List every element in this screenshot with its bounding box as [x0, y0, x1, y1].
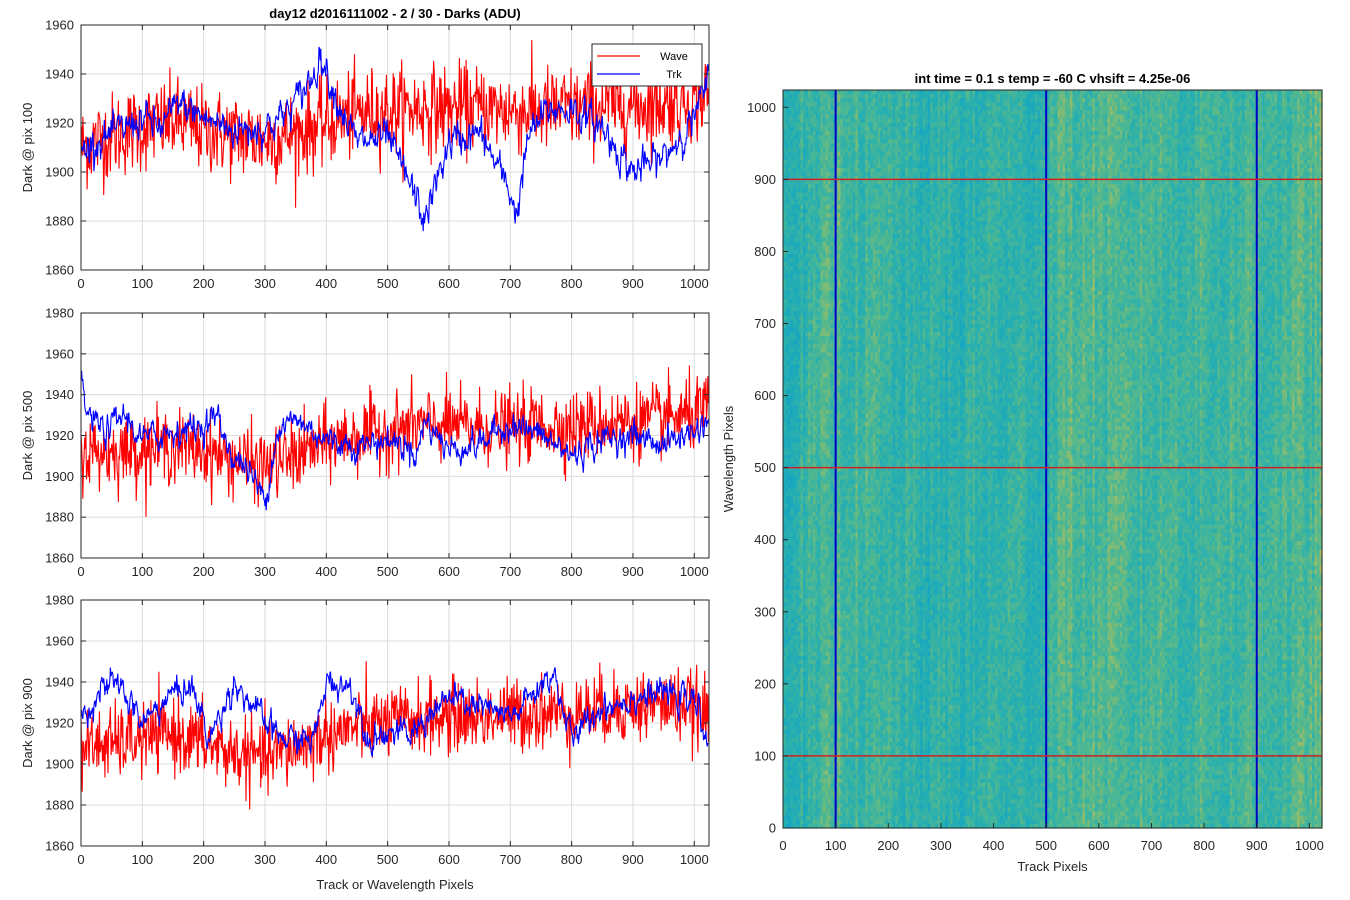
- y-tick-label: 1900: [45, 165, 74, 180]
- y-tick-label: 1980: [45, 306, 74, 321]
- y-axis-label: Dark @ pix 900: [20, 678, 35, 768]
- x-tick-label: 100: [131, 564, 153, 579]
- x-axis-label: Track or Wavelength Pixels: [316, 877, 474, 892]
- x-tick-label: 700: [499, 852, 521, 867]
- y-tick-label: 1940: [45, 387, 74, 402]
- heatmap-image: [783, 90, 1323, 829]
- x-tick-label: 0: [779, 838, 786, 853]
- x-tick-label: 500: [377, 852, 399, 867]
- y-tick-label: 1860: [45, 263, 74, 278]
- y-tick-label: 1900: [45, 469, 74, 484]
- x-tick-label: 1000: [1295, 838, 1324, 853]
- x-tick-label: 900: [1246, 838, 1268, 853]
- y-tick-label: 1940: [45, 675, 74, 690]
- x-tick-label: 100: [131, 276, 153, 291]
- x-tick-label: 800: [1193, 838, 1215, 853]
- x-tick-label: 0: [77, 564, 84, 579]
- y-tick-label: 400: [754, 532, 776, 547]
- legend-label-trk: Trk: [666, 69, 682, 81]
- y-tick-label: 500: [754, 460, 776, 475]
- x-tick-label: 800: [561, 852, 583, 867]
- y-tick-label: 600: [754, 388, 776, 403]
- y-tick-label: 0: [769, 821, 776, 836]
- x-tick-label: 700: [1141, 838, 1163, 853]
- x-tick-label: 1000: [680, 852, 709, 867]
- line-subplot-1: 0 100 200 300 400 500 600 700 800 900 1000 1860 1880…: [20, 6, 709, 291]
- x-tick-label: 1000: [680, 276, 709, 291]
- x-tick-label: 300: [254, 564, 276, 579]
- x-tick-label: 400: [315, 852, 337, 867]
- y-tick-label: 1980: [45, 593, 74, 608]
- x-tick-label: 300: [930, 838, 952, 853]
- heatmap-title: int time = 0.1 s temp = -60 C vhsift = 4…: [915, 71, 1191, 86]
- x-tick-label: 300: [254, 276, 276, 291]
- y-tick-label: 800: [754, 244, 776, 259]
- y-tick-label: 1960: [45, 18, 74, 33]
- y-tick-label: 1940: [45, 67, 74, 82]
- x-tick-label: 500: [377, 276, 399, 291]
- x-tick-label: 800: [561, 276, 583, 291]
- y-tick-label: 100: [754, 748, 776, 763]
- y-tick-label: 1000: [747, 100, 776, 115]
- x-tick-label: 400: [315, 276, 337, 291]
- x-tick-label: 200: [193, 852, 215, 867]
- y-tick-label: 1960: [45, 634, 74, 649]
- x-tick-label: 600: [438, 276, 460, 291]
- x-tick-label: 500: [1035, 838, 1057, 853]
- chart-title: day12 d2016111002 - 2 / 30 - Darks (ADU): [269, 6, 520, 21]
- line-subplot-2: 0 100 200 300 400 500 600 700 800 900 1000 1860 1880…: [20, 306, 709, 580]
- y-tick-label: 900: [754, 172, 776, 187]
- legend-label-wave: Wave: [660, 51, 688, 63]
- x-tick-label: 200: [877, 838, 899, 853]
- legend: Wave Trk: [592, 44, 702, 86]
- x-tick-label: 600: [1088, 838, 1110, 853]
- x-tick-label: 800: [561, 564, 583, 579]
- y-tick-label: 1880: [45, 510, 74, 525]
- x-tick-label: 700: [499, 276, 521, 291]
- x-tick-label: 300: [254, 852, 276, 867]
- y-tick-label: 1880: [45, 214, 74, 229]
- x-tick-label: 0: [77, 852, 84, 867]
- y-tick-label: 700: [754, 316, 776, 331]
- y-tick-label: 1860: [45, 551, 74, 566]
- heatmap-subplot: 0 100 200 300 400 500 600 700 800 900 1000 0 100 200 3…: [721, 71, 1324, 874]
- x-axis-label: Track Pixels: [1017, 859, 1088, 874]
- x-tick-label: 900: [622, 276, 644, 291]
- x-tick-label: 900: [622, 564, 644, 579]
- x-tick-label: 600: [438, 852, 460, 867]
- x-tick-label: 500: [377, 564, 399, 579]
- y-tick-label: 300: [754, 604, 776, 619]
- y-tick-label: 1920: [45, 716, 74, 731]
- y-tick-label: 1900: [45, 757, 74, 772]
- y-tick-label: 200: [754, 676, 776, 691]
- x-tick-label: 100: [131, 852, 153, 867]
- y-tick-label: 1920: [45, 116, 74, 131]
- y-axis-label: Dark @ pix 100: [20, 103, 35, 193]
- line-subplot-3: 0 100 200 300 400 500 600 700 800 900 1000 1860 1880…: [20, 593, 709, 893]
- y-tick-label: 1920: [45, 428, 74, 443]
- x-tick-label: 600: [438, 564, 460, 579]
- x-tick-label: 0: [77, 276, 84, 291]
- x-tick-label: 400: [315, 564, 337, 579]
- y-tick-label: 1860: [45, 839, 74, 854]
- x-tick-label: 400: [983, 838, 1005, 853]
- y-axis-label: Dark @ pix 500: [20, 391, 35, 481]
- x-tick-label: 900: [622, 852, 644, 867]
- y-tick-label: 1960: [45, 346, 74, 361]
- x-tick-label: 200: [193, 276, 215, 291]
- y-axis-label: Wavelength Pixels: [721, 405, 736, 512]
- x-tick-label: 200: [193, 564, 215, 579]
- x-tick-label: 700: [499, 564, 521, 579]
- x-tick-label: 1000: [680, 564, 709, 579]
- y-tick-label: 1880: [45, 798, 74, 813]
- x-tick-label: 100: [825, 838, 847, 853]
